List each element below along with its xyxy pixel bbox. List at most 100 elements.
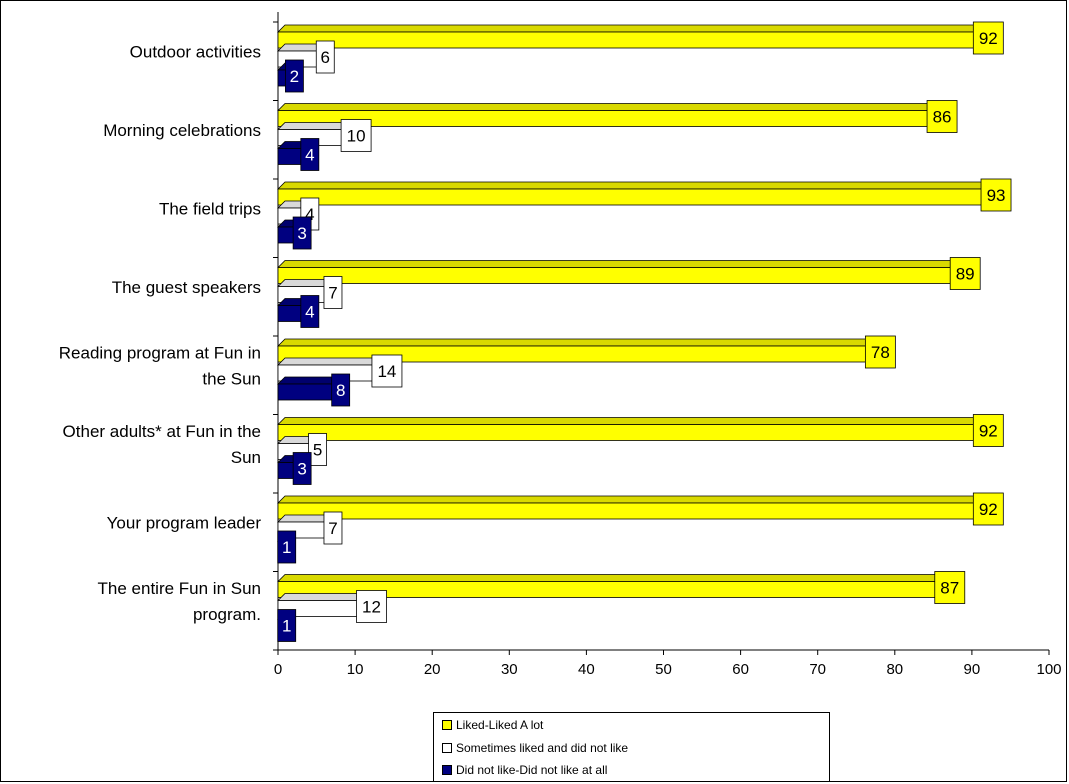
category-label-line: Reading program at Fun in (59, 343, 261, 362)
category-label-line: Sun (231, 448, 261, 467)
data-label-box-sometimes (323, 276, 343, 309)
data-label-liked: 78 (871, 343, 890, 362)
bar-liked (277, 110, 942, 127)
legend-swatch-liked (442, 720, 452, 730)
data-label-liked: 92 (979, 500, 998, 519)
data-label-box-did-not-like (277, 609, 297, 642)
legend-item-sometimes: Sometimes liked and did not like (442, 739, 628, 757)
data-label-box-liked (949, 257, 981, 290)
data-label-box-sometimes (371, 354, 403, 388)
data-label-box-liked (972, 414, 1004, 447)
bar-liked (277, 31, 988, 49)
data-label-liked: 87 (940, 579, 959, 598)
bar-top-face-liked (277, 103, 950, 111)
data-label-box-did-not-like (300, 138, 320, 171)
category-label-line: Other adults* at Fun in the (63, 422, 261, 441)
data-label-box-did-not-like (300, 295, 320, 328)
bar-liked (277, 267, 965, 284)
category-label-line: The field trips (159, 199, 261, 218)
data-label-box-liked (934, 571, 966, 604)
x-tick-label: 80 (886, 661, 903, 678)
data-label-liked: 89 (956, 265, 975, 284)
bar-top-face-liked (277, 417, 996, 425)
data-label-box-sometimes (323, 511, 343, 545)
data-label-sometimes: 7 (328, 284, 337, 303)
bar-top-face-liked (277, 24, 996, 33)
data-label-box-did-not-like (285, 59, 304, 93)
x-tick-label: 70 (809, 661, 826, 678)
data-label-liked: 93 (987, 186, 1006, 205)
x-tick-label: 40 (578, 661, 595, 678)
data-label-box-sometimes (315, 40, 335, 74)
bar-did-not-like (277, 383, 341, 401)
data-label-box-did-not-like (292, 452, 312, 485)
data-label-did-not-like: 3 (297, 460, 306, 479)
legend-item-liked: Liked-Liked A lot (442, 716, 543, 734)
legend-swatch-sometimes (442, 743, 452, 753)
data-label-did-not-like: 4 (305, 303, 314, 322)
data-label-box-sometimes (356, 590, 387, 623)
data-label-did-not-like: 8 (336, 381, 345, 400)
bar-liked (277, 188, 996, 206)
category-label-line: Outdoor activities (130, 42, 261, 61)
data-label-box-did-not-like (277, 530, 297, 564)
bar-top-face-liked (277, 574, 957, 582)
bar-top-face-liked (277, 260, 973, 268)
data-label-liked: 86 (933, 108, 952, 127)
bar-top-face-liked (277, 338, 888, 347)
category-label: Other adults* at Fun in the Sun (63, 422, 261, 467)
data-label-did-not-like: 1 (282, 617, 291, 636)
data-label-liked: 92 (979, 29, 998, 48)
data-label-box-did-not-like (292, 216, 312, 250)
legend-swatch-did-not-like (442, 765, 452, 775)
category-label-line: the Sun (202, 369, 261, 388)
legend-item-did-not-like: Did not like-Did not like at all (442, 761, 607, 779)
bar-liked (277, 424, 988, 441)
category-label: Reading program at Fun in the Sun (59, 343, 261, 388)
category-label-line: Your program leader (107, 513, 262, 532)
category-label: The field trips (159, 199, 261, 218)
bar-top-face-liked (277, 181, 1003, 190)
legend-label-did-not-like: Did not like-Did not like at all (456, 763, 608, 777)
x-tick-label: 60 (732, 661, 749, 678)
data-label-sometimes: 6 (321, 48, 330, 67)
x-tick-label: 90 (964, 661, 981, 678)
data-label-box-liked (926, 100, 958, 133)
legend: Liked-Liked A lot Sometimes liked and di… (433, 712, 830, 782)
data-label-did-not-like: 4 (305, 146, 314, 165)
data-label-did-not-like: 1 (282, 538, 291, 557)
data-label-box-sometimes (308, 433, 327, 466)
x-tick-label: 100 (1036, 661, 1061, 678)
bar-top-face-liked (277, 495, 996, 504)
x-tick-label: 30 (501, 661, 518, 678)
data-label-box-liked (864, 335, 896, 369)
data-label-sometimes: 10 (347, 127, 366, 146)
category-label-line: The entire Fun in Sun (98, 579, 261, 598)
x-tick-label: 10 (347, 661, 364, 678)
category-label: Outdoor activities (130, 42, 261, 61)
category-label: The entire Fun in Sun program. (98, 579, 261, 624)
data-label-did-not-like: 3 (297, 224, 306, 243)
data-label-box-liked (980, 178, 1012, 212)
data-label-box-did-not-like (331, 373, 351, 407)
data-label-box-liked (972, 21, 1004, 55)
data-label-box-sometimes (340, 119, 372, 152)
data-label-box-liked (972, 492, 1004, 526)
data-label-did-not-like: 2 (290, 67, 299, 86)
x-tick-label: 20 (424, 661, 441, 678)
data-label-sometimes: 5 (313, 441, 322, 460)
x-tick-label: 0 (274, 661, 282, 678)
category-label-line: The guest speakers (112, 278, 261, 297)
x-tick-label: 50 (655, 661, 672, 678)
bar-liked (277, 502, 988, 520)
legend-label-liked: Liked-Liked A lot (456, 718, 544, 732)
data-label-sometimes: 14 (377, 362, 396, 381)
category-label: Morning celebrations (103, 121, 261, 140)
data-label-liked: 92 (979, 422, 998, 441)
data-label-sometimes: 12 (362, 598, 381, 617)
category-label-line: Morning celebrations (103, 121, 261, 140)
category-label-line: program. (193, 605, 261, 624)
category-label: The guest speakers (112, 278, 261, 297)
data-label-sometimes: 4 (305, 205, 314, 224)
